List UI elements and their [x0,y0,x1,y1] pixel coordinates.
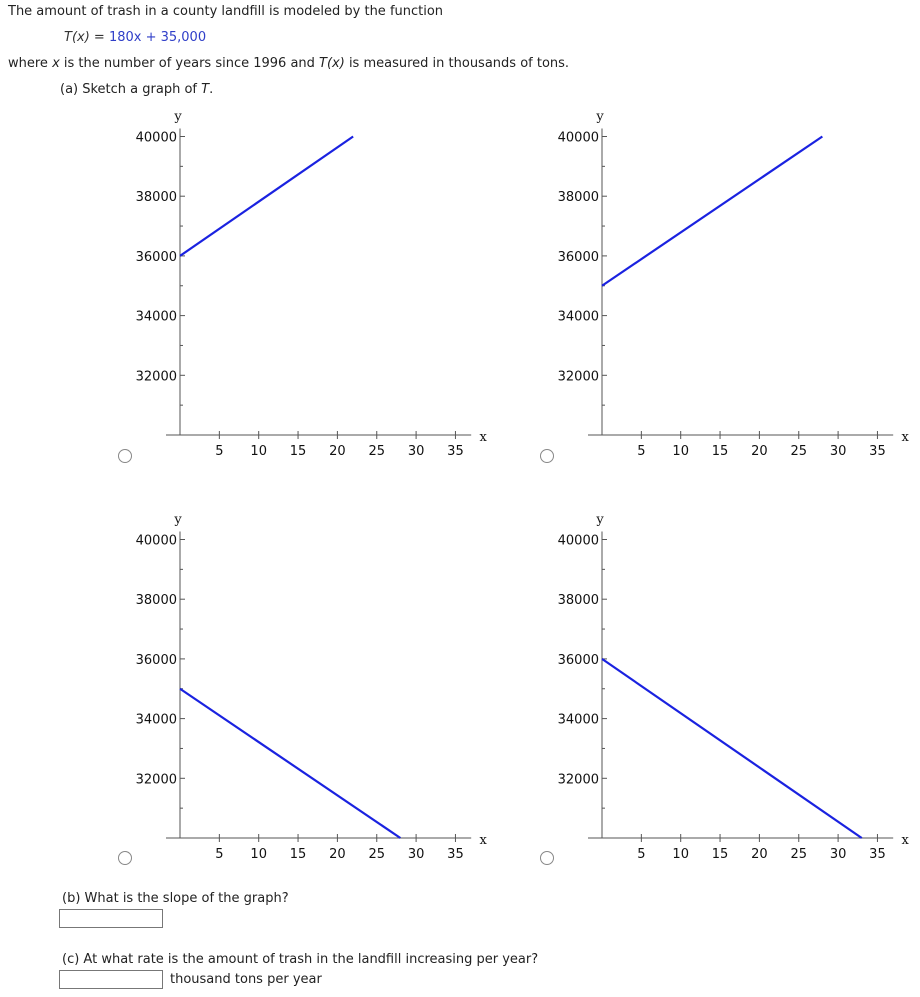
y-tick-label: 38000 [136,190,177,205]
x-tick-label: 5 [637,444,645,459]
graph-top-left: 40000 38000 36000 34000 32000 5 10 15 20 25 30 35 y x [136,110,488,460]
where-mid: is the number of years since 1996 and [59,56,320,71]
where-tx: T(x) [319,56,345,71]
series-line [601,657,863,839]
x-axis-label: x [480,430,488,445]
x-tick-label: 10 [672,847,689,862]
y-tick-label: 36000 [136,250,177,265]
y-tick-label: 32000 [558,772,599,787]
y-tick-label: 34000 [558,713,599,728]
option-radio-top-right[interactable] [540,449,554,463]
part-c-label: (c) At what rate is the amount of trash … [62,952,539,967]
x-tick-label: 25 [368,847,385,862]
y-axis-label: y [173,513,182,528]
y-axis-label: y [173,110,182,125]
y-tick-label: 40000 [558,534,599,549]
y-tick-label: 34000 [136,310,177,325]
problem-intro: The amount of trash in a county landfill… [8,4,444,19]
variable-description: where x is the number of years since 199… [8,56,569,72]
where-prefix: where [8,56,53,71]
y-tick-label: 40000 [136,534,177,549]
part-a-end: . [209,82,214,97]
part-a-label: (a) Sketch a graph of T. [60,82,213,98]
y-axis-label: y [595,110,604,125]
x-tick-label: 10 [672,444,689,459]
series-line [179,687,401,839]
y-tick-label: 36000 [558,250,599,265]
x-tick-label: 30 [408,847,425,862]
function-formula: T(x) = 180x + 35,000 [64,30,206,46]
part-a-var: T [201,82,210,97]
x-tick-label: 30 [408,444,425,459]
y-tick-label: 32000 [136,772,177,787]
option-radio-bottom-right[interactable] [540,851,554,865]
part-a-text: (a) Sketch a graph of [60,82,202,97]
y-tick-label: 40000 [136,131,177,146]
where-suffix: is measured in thousands of tons. [344,56,570,71]
x-tick-label: 20 [329,444,346,459]
function-lhs: T(x) = [64,30,109,45]
x-tick-label: 35 [869,444,886,459]
x-tick-label: 30 [830,847,847,862]
function-rhs: 180x + 35,000 [108,30,207,45]
x-tick-label: 15 [712,847,729,862]
y-tick-label: 38000 [136,593,177,608]
x-tick-label: 30 [830,444,847,459]
y-tick-label: 32000 [558,369,599,384]
x-tick-label: 15 [290,847,307,862]
y-tick-label: 40000 [558,131,599,146]
y-tick-label: 32000 [136,369,177,384]
where-x: x [52,56,60,71]
y-tick-label: 36000 [136,653,177,668]
x-tick-label: 35 [447,444,464,459]
graph-bottom-right: 40000 38000 36000 34000 32000 5 10 15 20 25 30 35 y x [558,513,910,863]
y-tick-label: 36000 [558,653,599,668]
x-tick-label: 20 [329,847,346,862]
x-axis-label: x [902,430,910,445]
option-radio-top-left[interactable] [118,449,132,463]
option-radio-bottom-left[interactable] [118,851,132,865]
y-axis-label: y [595,513,604,528]
x-tick-label: 20 [751,444,768,459]
x-tick-label: 15 [290,444,307,459]
y-tick-label: 38000 [558,190,599,205]
x-axis-label: x [480,833,488,848]
rate-unit-label: thousand tons per year [170,972,322,987]
series-line [179,135,354,257]
x-tick-label: 25 [368,444,385,459]
x-tick-label: 15 [712,444,729,459]
x-tick-label: 35 [447,847,464,862]
graph-bottom-left: 40000 38000 36000 34000 32000 5 10 15 20 25 30 35 y x [136,513,488,863]
x-tick-label: 25 [790,847,807,862]
x-tick-label: 10 [250,444,267,459]
x-tick-label: 5 [215,444,223,459]
x-tick-label: 25 [790,444,807,459]
x-tick-label: 10 [250,847,267,862]
rate-answer-input[interactable] [59,970,163,989]
x-tick-label: 5 [637,847,645,862]
part-b-label: (b) What is the slope of the graph? [62,891,289,906]
y-tick-label: 34000 [136,713,177,728]
x-axis-label: x [902,833,910,848]
series-line [601,135,823,287]
x-tick-label: 20 [751,847,768,862]
y-tick-label: 34000 [558,310,599,325]
x-tick-label: 35 [869,847,886,862]
graph-top-right: 40000 38000 36000 34000 32000 5 10 15 20 25 30 35 y x [558,110,910,460]
y-tick-label: 38000 [558,593,599,608]
slope-answer-input[interactable] [59,909,163,928]
x-tick-label: 5 [215,847,223,862]
